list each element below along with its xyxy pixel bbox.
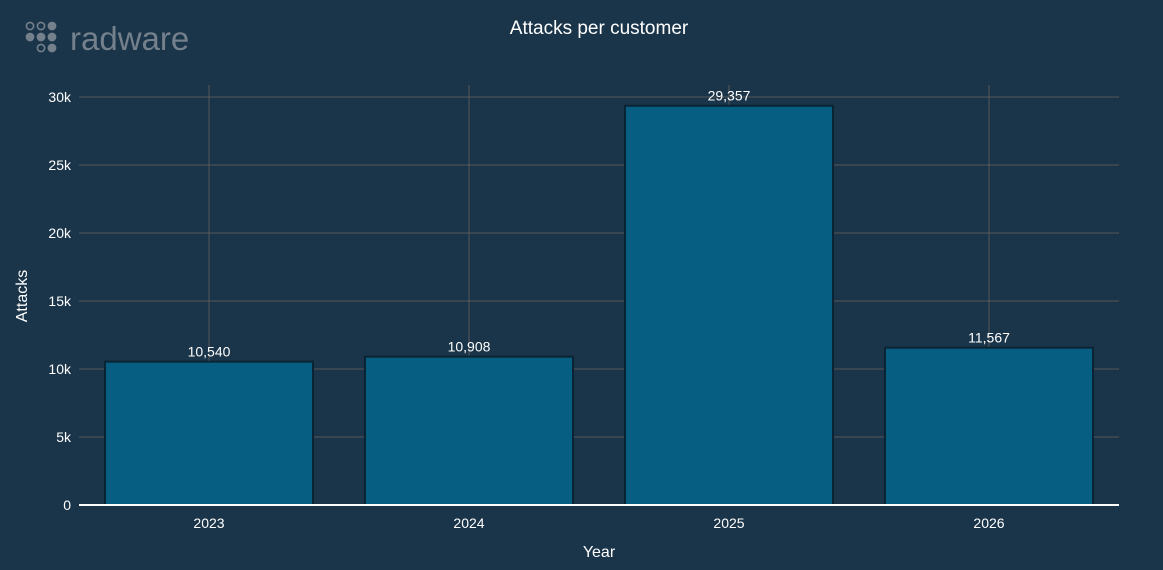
x-tick-label: 2023	[193, 515, 224, 531]
logo-dot	[47, 21, 57, 31]
y-axis-ticks: 0 5k 10k 15k 20k 25k 30k	[48, 89, 72, 513]
y-tick-label: 15k	[48, 293, 72, 309]
bar-2024[interactable]	[364, 355, 574, 507]
y-tick-label: 5k	[56, 429, 72, 445]
y-tick-label: 20k	[48, 225, 72, 241]
logo-dot	[25, 21, 35, 31]
bar-2025[interactable]	[624, 104, 834, 506]
bars	[104, 104, 1094, 507]
logo-dot	[47, 32, 57, 42]
logo-dot	[36, 32, 46, 42]
y-tick-label: 30k	[48, 89, 72, 105]
bar-2026[interactable]	[884, 346, 1094, 507]
y-tick-label: 0	[63, 497, 71, 513]
x-axis-title: Year	[583, 544, 616, 561]
radware-logo: radware	[25, 20, 189, 57]
data-label: 10,540	[188, 344, 231, 360]
x-tick-label: 2025	[713, 515, 744, 531]
data-labels: 10,540 10,908 29,357 11,567	[188, 88, 1011, 360]
logo-dot	[25, 32, 35, 42]
x-axis-ticks: 2023 2024 2025 2026	[193, 515, 1004, 531]
logo-dot	[47, 43, 57, 53]
x-tick-label: 2024	[453, 515, 484, 531]
x-tick-label: 2026	[973, 515, 1004, 531]
y-tick-label: 25k	[48, 157, 72, 173]
data-label: 11,567	[968, 330, 1010, 346]
data-label: 29,357	[708, 88, 751, 104]
data-label: 10,908	[448, 339, 491, 355]
chart-title: Attacks per customer	[510, 18, 689, 39]
y-tick-label: 10k	[48, 361, 72, 377]
y-axis-title: Attacks	[14, 270, 31, 322]
logo-dot	[36, 21, 46, 31]
logo-wordmark: radware	[70, 20, 189, 57]
logo-dots-icon	[25, 21, 57, 53]
bar-2023[interactable]	[104, 360, 314, 506]
logo-dot	[36, 43, 46, 53]
